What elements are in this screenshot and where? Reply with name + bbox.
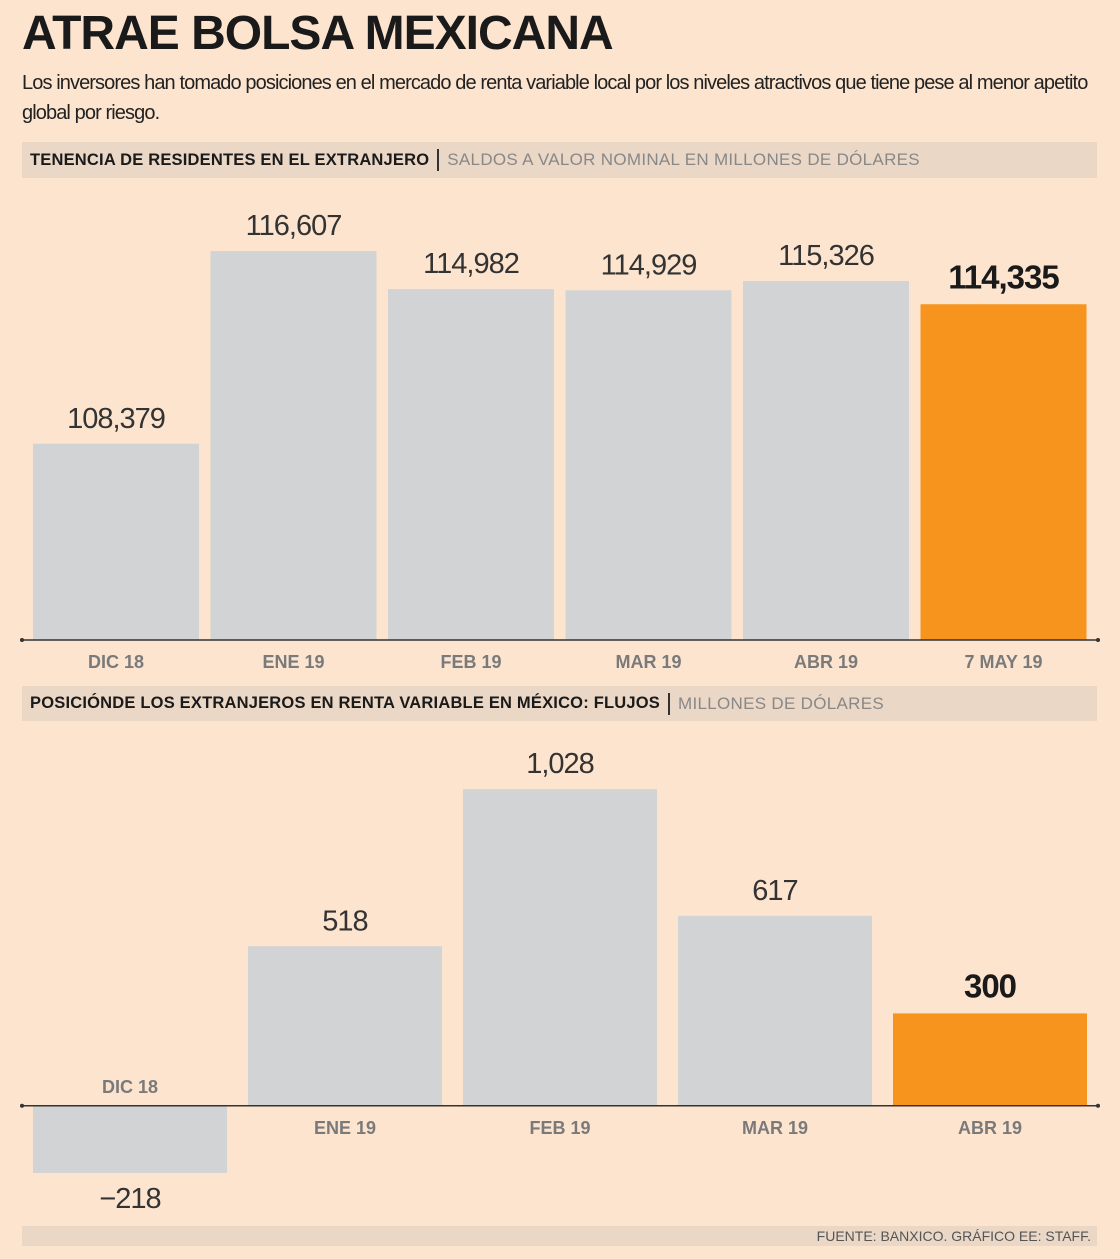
bar [33,443,199,640]
subtitle: Los inversores han tomado posiciones en … [22,72,1088,124]
x-tick-label: ENE 19 [262,652,324,672]
bar [210,251,377,641]
value-label: 108,379 [67,403,165,435]
section-header: TENENCIA DE RESIDENTES EN EL EXTRANJERO … [22,142,1097,178]
bar [33,1105,227,1173]
x-tick-label: DIC 18 [102,1077,158,1097]
source-band: FUENTE: BANXICO. GRÁFICO EE: STAFF. [22,1226,1097,1246]
value-label: 116,607 [246,210,342,242]
value-label: 114,982 [423,248,519,280]
bar [743,281,909,640]
section-header: POSICIÓNDE LOS EXTRANJEROS EN RENTA VARI… [22,686,1097,721]
x-tick-label: MAR 19 [742,1118,808,1138]
value-label: 617 [752,875,797,907]
chart-subtitle: MILLONES DE DÓLARES [678,693,884,713]
value-label: 518 [322,905,367,937]
chart-title: TENENCIA DE RESIDENTES EN EL EXTRANJERO [30,150,430,169]
value-label: 1,028 [526,748,594,780]
x-tick-label: ABR 19 [794,652,858,672]
x-tick-label: MAR 19 [615,652,681,672]
source: FUENTE: BANXICO. GRÁFICO EE: STAFF. [816,1228,1091,1244]
axis-end [1096,638,1100,642]
value-label: 115,326 [778,240,874,272]
bar [565,290,732,640]
axis-end [1096,1103,1100,1108]
axis-end [20,638,24,642]
value-label: 300 [964,967,1016,1004]
bar [920,304,1087,640]
x-tick-label: DIC 18 [88,652,144,672]
separator [437,149,440,171]
value-label: 114,335 [948,258,1059,295]
separator [668,692,670,715]
axis-end [20,1103,24,1108]
bar [463,789,657,1106]
x-tick-label: FEB 19 [440,652,501,672]
bar [248,946,442,1106]
x-tick-label: 7 MAY 19 [964,652,1042,672]
value-label: 114,929 [601,249,697,281]
bar [388,289,554,640]
value-label: −218 [99,1183,160,1215]
bar [893,1013,1087,1106]
title: ATRAE BOLSA MEXICANA [22,7,614,60]
bar [678,915,872,1106]
chart-title: POSICIÓNDE LOS EXTRANJEROS EN RENTA VARI… [30,694,660,712]
chart-subtitle: SALDOS A VALOR NOMINAL EN MILLONES DE DÓ… [447,150,920,169]
x-tick-label: ABR 19 [958,1118,1022,1138]
x-tick-label: ENE 19 [314,1118,376,1138]
x-tick-label: FEB 19 [529,1118,590,1138]
